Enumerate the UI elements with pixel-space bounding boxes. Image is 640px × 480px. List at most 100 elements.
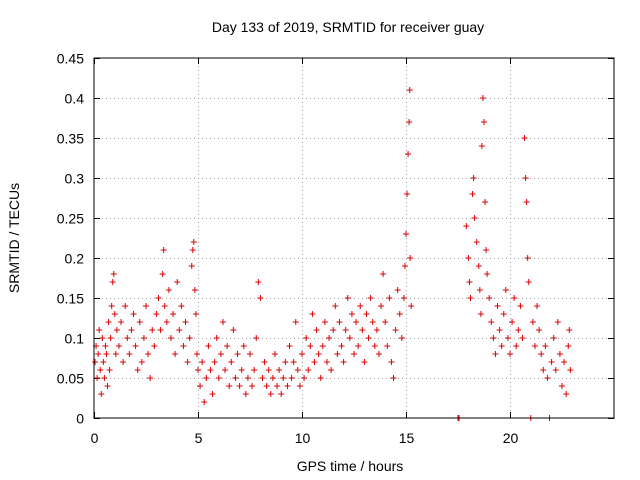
data-point — [365, 335, 372, 341]
data-point — [226, 383, 233, 389]
data-point — [224, 343, 231, 349]
data-point — [463, 223, 470, 229]
data-point — [174, 279, 181, 285]
data-point — [284, 383, 291, 389]
data-point — [307, 343, 314, 349]
data-point — [222, 367, 229, 373]
data-point — [96, 327, 103, 333]
data-point — [544, 375, 551, 381]
data-point — [172, 351, 179, 357]
data-point — [371, 343, 378, 349]
data-point — [288, 375, 295, 381]
x-tick-label: 5 — [195, 430, 203, 446]
data-point — [161, 303, 168, 309]
data-point — [340, 359, 347, 365]
data-point — [566, 327, 573, 333]
data-point — [542, 343, 549, 349]
data-point — [138, 359, 145, 365]
data-point — [484, 271, 491, 277]
x-tick-label: 0 — [91, 430, 99, 446]
data-point — [140, 335, 147, 341]
data-point — [197, 383, 204, 389]
data-point — [255, 279, 262, 285]
data-point — [534, 303, 541, 309]
data-point — [296, 383, 303, 389]
y-tick-label: 0.05 — [57, 371, 84, 387]
data-point — [509, 319, 516, 325]
data-point — [483, 247, 490, 253]
data-point — [180, 343, 187, 349]
data-point — [519, 335, 526, 341]
data-point — [94, 375, 101, 381]
data-point — [531, 343, 538, 349]
y-tick-label: 0.2 — [65, 251, 85, 267]
data-point — [351, 351, 357, 357]
data-point — [242, 391, 249, 397]
data-point — [473, 239, 480, 245]
data-point — [286, 343, 293, 349]
data-point — [145, 351, 152, 357]
data-point — [408, 303, 415, 309]
data-point — [201, 399, 208, 405]
data-point — [199, 359, 206, 365]
data-point — [207, 367, 214, 373]
data-point — [280, 375, 287, 381]
data-point — [103, 351, 110, 357]
data-point — [213, 335, 220, 341]
y-tick-label: 0.35 — [57, 131, 84, 147]
data-point — [178, 303, 185, 309]
data-point — [398, 335, 405, 341]
data-point — [257, 295, 264, 301]
data-point — [467, 295, 474, 301]
y-axis-tick-labels: 0 0.05 0.1 0.15 0.2 0.25 0.3 0.35 0.4 0.45 — [57, 51, 84, 427]
data-point — [380, 271, 387, 277]
data-point — [559, 383, 565, 389]
data-point — [217, 351, 224, 357]
data-point — [396, 311, 403, 317]
data-point — [348, 311, 355, 317]
data-point — [563, 391, 570, 397]
y-tick-label: 0.1 — [65, 331, 85, 347]
y-tick-label: 0.4 — [65, 91, 85, 107]
data-point — [203, 375, 210, 381]
data-point — [274, 383, 281, 389]
data-point — [251, 367, 258, 373]
data-point — [361, 359, 368, 365]
data-point — [118, 319, 125, 325]
data-point — [253, 335, 260, 341]
data-point — [482, 199, 489, 205]
data-point — [219, 319, 226, 325]
data-point — [205, 343, 212, 349]
data-point — [108, 303, 115, 309]
data-point — [278, 391, 285, 397]
data-point — [215, 375, 222, 381]
data-point — [490, 335, 497, 341]
data-point — [466, 279, 473, 285]
data-point — [353, 319, 360, 325]
data-point — [567, 367, 574, 373]
data-point — [313, 327, 320, 333]
data-point — [106, 367, 113, 373]
data-point — [143, 303, 149, 309]
data-point — [155, 295, 162, 301]
data-point — [309, 311, 316, 317]
axis-ticks — [94, 58, 614, 419]
data-point — [529, 319, 536, 325]
grid — [94, 58, 614, 418]
data-point — [315, 351, 322, 357]
data-point — [128, 327, 135, 333]
data-point — [238, 367, 245, 373]
data-point — [400, 295, 407, 301]
data-point — [259, 375, 266, 381]
data-point — [390, 375, 397, 381]
data-point — [234, 351, 241, 357]
data-point — [552, 367, 559, 373]
data-point — [336, 319, 343, 325]
data-point — [105, 319, 112, 325]
data-point — [346, 335, 353, 341]
x-axis-label: GPS time / hours — [297, 458, 404, 474]
data-point — [113, 327, 120, 333]
data-point — [502, 287, 509, 293]
data-point — [265, 367, 272, 373]
